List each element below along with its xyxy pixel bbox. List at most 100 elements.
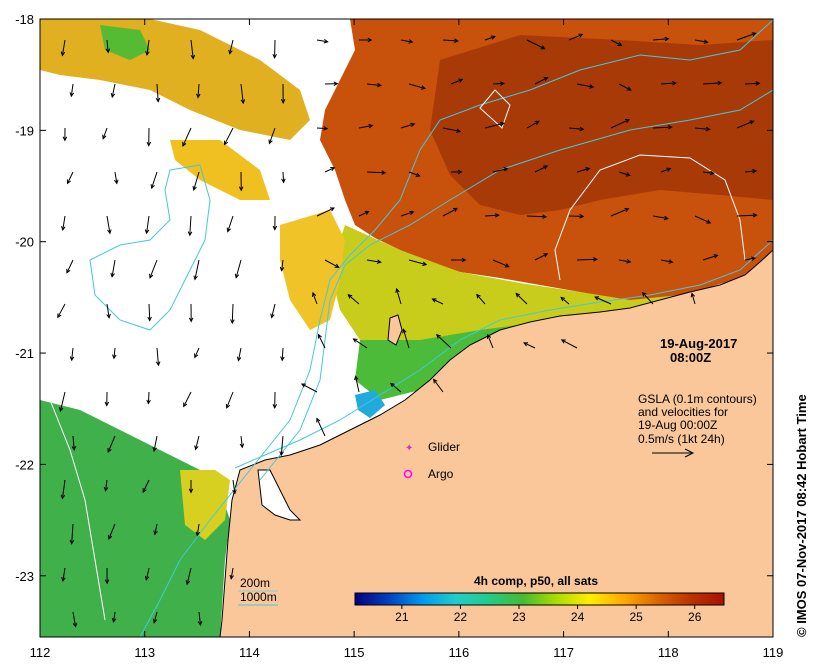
y-tick-label: -23 [15,569,34,584]
velocity-arrow [358,123,374,129]
glider-label: Glider [428,440,460,454]
velocity-arrow [58,391,66,413]
velocity-arrow [484,35,496,41]
contour-1000m-outer [259,89,773,481]
velocity-arrow [442,38,459,43]
velocity-arrow [442,207,459,217]
velocity-arrow [442,127,462,133]
credit-label: © IMOS 07-Nov-2017 08:42 Hobart Time [794,394,809,637]
y-tick-label: -22 [15,457,34,472]
velocity-arrow [702,80,723,86]
velocity-arrow [316,38,329,44]
velocity-arrow [69,347,75,362]
velocity-arrow [149,259,158,279]
velocity-arrow [194,435,200,451]
velocity-arrow [534,165,549,173]
velocity-arrow [526,39,546,50]
velocity-arrow [347,294,360,305]
contour-1000m-shelf [139,19,773,637]
velocity-arrow [103,479,109,492]
sst-southwest-yellow [180,470,230,540]
velocity-arrow [610,119,631,129]
velocity-arrow [188,303,194,323]
velocity-arrow [324,259,340,268]
velocity-arrow [484,213,500,218]
velocity-arrow [484,121,506,129]
velocity-arrow [694,215,712,224]
velocity-arrow [107,523,116,540]
velocity-arrow [300,383,318,393]
velocity-arrow [652,125,673,130]
velocity-arrow [450,257,467,263]
velocity-arrow [354,375,360,393]
velocity-arrow [618,171,631,177]
info-line-4: 0.5m/s (1kt 24h) [638,432,725,446]
velocity-arrow [534,253,549,261]
velocity-arrow [114,171,119,185]
velocity-arrow [107,435,116,454]
velocity-arrow [660,167,672,173]
velocity-arrow [280,83,286,104]
velocity-arrow [72,611,78,628]
velocity-arrow [194,347,200,359]
velocity-arrow [226,215,234,233]
map-frame [39,18,774,638]
velocity-arrow [225,391,234,409]
velocity-arrow [272,39,277,59]
velocity-arrow [71,435,77,451]
velocity-arrow [112,347,117,360]
colorbar-title: 4h comp, p50, all sats [474,574,598,588]
velocity-arrow [192,171,200,191]
velocity-arrow [523,342,536,349]
velocity-arrow [279,435,284,457]
velocity-arrow [694,126,711,132]
info-line-3: 19-Aug 00:00Z [638,418,717,432]
velocity-arrow [106,303,111,319]
velocity-arrow [232,479,237,495]
velocity-arrow [104,567,110,585]
depth-legend-1000m: 1000m [240,590,277,604]
x-tick-label: 114 [239,645,260,660]
velocity-arrow [652,215,669,221]
colorbar-tick-label: 23 [512,610,526,624]
velocity-arrow [185,567,192,586]
velocity-arrow [408,259,428,266]
velocity-arrow [744,256,757,261]
velocity-arrow [60,39,66,57]
velocity-arrow [60,479,66,500]
velocity-arrow [110,83,116,99]
velocity-arrow [515,292,528,305]
velocity-arrow [358,210,370,217]
velocity-arrow [106,215,112,235]
velocity-arrow [435,333,452,349]
velocity-arrow [197,611,203,627]
gsla-contour-southwest [49,399,106,621]
info-line-2: and velocities for [638,405,728,419]
gsla-contour-small [479,89,511,129]
velocity-arrow [66,171,74,185]
velocity-arrow [224,127,234,146]
velocity-arrow [395,287,402,305]
velocity-arrow [182,127,192,147]
velocity-arrow [155,347,161,367]
velocity-arrow [145,39,150,57]
velocity-arrow [316,417,326,437]
velocity-arrow [147,303,152,322]
velocity-arrow [702,254,719,261]
velocity-arrow [281,171,286,184]
velocity-arrow [105,39,111,54]
velocity-arrow [568,126,585,132]
velocity-arrow [153,523,158,536]
velocity-arrow [155,83,161,103]
velocity-arrow [560,296,570,305]
velocity-arrow [270,303,276,319]
velocity-arrow [736,120,755,129]
colorbar [354,592,725,606]
velocity-arrow [230,303,235,325]
velocity-arrow [690,292,696,305]
velocity-arrow [576,83,595,89]
time-label: 08:00Z [670,350,711,365]
velocity-arrow [660,259,674,264]
scale-arrow [652,448,695,458]
